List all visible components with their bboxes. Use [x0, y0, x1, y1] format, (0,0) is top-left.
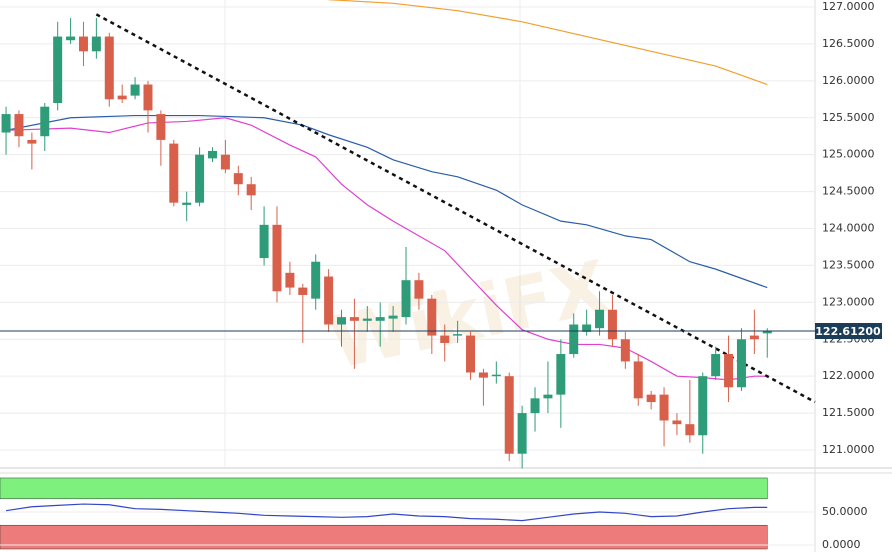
- candle-body: [491, 374, 501, 377]
- candle-body: [220, 154, 230, 170]
- candle-body: [78, 36, 88, 52]
- y-tick-label: 122.0000: [822, 369, 875, 382]
- candle-body: [685, 424, 695, 436]
- candle-body: [556, 354, 566, 395]
- candle-body: [40, 106, 50, 137]
- candle-body: [724, 354, 734, 388]
- current-price-label: 122.61200: [815, 325, 881, 338]
- candle-body: [324, 276, 334, 325]
- indicator-line: [6, 117, 768, 381]
- candle-body: [1, 114, 11, 133]
- y-tick-label: 0.0000: [822, 538, 861, 551]
- candle-body: [207, 150, 217, 159]
- candle-body: [143, 84, 153, 111]
- y-tick-label: 126.0000: [822, 74, 875, 87]
- candle-body: [375, 317, 385, 321]
- candle-body: [285, 272, 295, 288]
- candle-body: [517, 413, 527, 454]
- candle-body: [672, 420, 682, 425]
- candle-body: [620, 339, 630, 362]
- candle-body: [337, 317, 347, 325]
- candle-body: [27, 139, 37, 144]
- y-tick-label: 125.5000: [822, 111, 875, 124]
- y-tick-label: 123.5000: [822, 258, 875, 271]
- zone-band: [0, 477, 768, 500]
- candle-body: [530, 398, 540, 414]
- candle-body: [91, 36, 101, 52]
- zone-band: [0, 524, 768, 550]
- candle-body: [195, 154, 205, 203]
- candle-body: [543, 394, 553, 399]
- candle-body: [478, 372, 488, 378]
- candle-body: [711, 354, 721, 377]
- y-tick-label: 126.5000: [822, 37, 875, 50]
- indicator-line: [5, 503, 768, 522]
- y-tick-label: 50.0000: [822, 505, 868, 518]
- candle-body: [466, 335, 476, 373]
- y-tick-label: 124.5000: [822, 185, 875, 198]
- candle-body: [53, 36, 63, 103]
- candle-body: [14, 114, 24, 137]
- indicator-line: [5, 114, 768, 289]
- y-tick-label: 123.0000: [822, 295, 875, 308]
- candle-body: [259, 224, 269, 259]
- y-tick-label: 127.0000: [822, 0, 875, 13]
- current-price-tag: [815, 322, 882, 339]
- candle-body: [233, 173, 243, 185]
- candle-body: [633, 361, 643, 399]
- candle-body: [504, 376, 514, 454]
- candle-body: [272, 224, 282, 292]
- candle-body: [66, 36, 76, 41]
- candle-body: [104, 36, 114, 100]
- candle-body: [427, 298, 437, 336]
- candle-body: [698, 376, 708, 436]
- candle-body: [440, 335, 450, 343]
- candle-body: [582, 324, 592, 332]
- candle-body: [453, 334, 463, 336]
- candle-body: [156, 114, 166, 140]
- candle-body: [595, 309, 605, 329]
- candle-body: [388, 315, 398, 319]
- candle-body: [569, 324, 579, 355]
- y-tick-label: 121.0000: [822, 443, 875, 456]
- candle-body: [401, 280, 411, 318]
- candle-body: [169, 143, 179, 203]
- candle-body: [736, 339, 746, 388]
- candle-body: [646, 394, 656, 403]
- candle-body: [659, 394, 669, 421]
- candle-body: [117, 95, 127, 100]
- trend-line: [95, 13, 816, 404]
- candle-body: [607, 309, 617, 340]
- candle-body: [349, 317, 359, 321]
- y-tick-label: 124.0000: [822, 222, 875, 235]
- indicator-line: [328, 0, 768, 86]
- candle-body: [311, 261, 321, 299]
- candle-body: [762, 331, 772, 334]
- candle-body: [414, 280, 424, 299]
- candle-body: [362, 318, 372, 321]
- y-tick-label: 121.5000: [822, 406, 875, 419]
- candle-body: [298, 287, 308, 295]
- candle-body: [749, 335, 759, 340]
- candle-body: [130, 84, 140, 96]
- candle-body: [246, 184, 256, 196]
- candle-body: [182, 202, 192, 205]
- y-tick-label: 125.0000: [822, 148, 875, 161]
